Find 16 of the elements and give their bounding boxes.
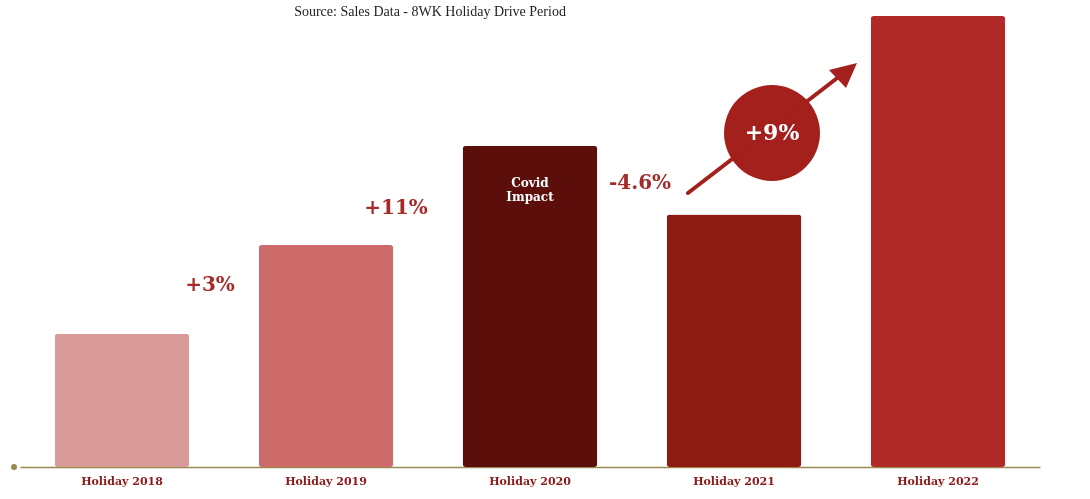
x-tick-label: Holiday 2018 [81, 474, 164, 488]
annotation: Source: Sales Data - 8WK Holiday Drive Period [294, 4, 566, 19]
x-tick-label: Holiday 2021 [693, 474, 775, 488]
x-tick-label: Holiday 2022 [897, 474, 979, 488]
annotation: -4.6% [608, 170, 672, 194]
annotation: +11% [364, 195, 428, 219]
bar [258, 245, 394, 467]
annotation: Covid Impact [506, 176, 555, 204]
x-tick-label: Holiday 2019 [285, 474, 367, 488]
bar [462, 145, 598, 467]
x-tick-label: Holiday 2020 [489, 474, 572, 488]
bar [870, 16, 1006, 467]
bar [54, 333, 190, 467]
bar [666, 214, 802, 467]
annotation: +3% [185, 272, 235, 296]
annotation: +9% [744, 119, 800, 145]
